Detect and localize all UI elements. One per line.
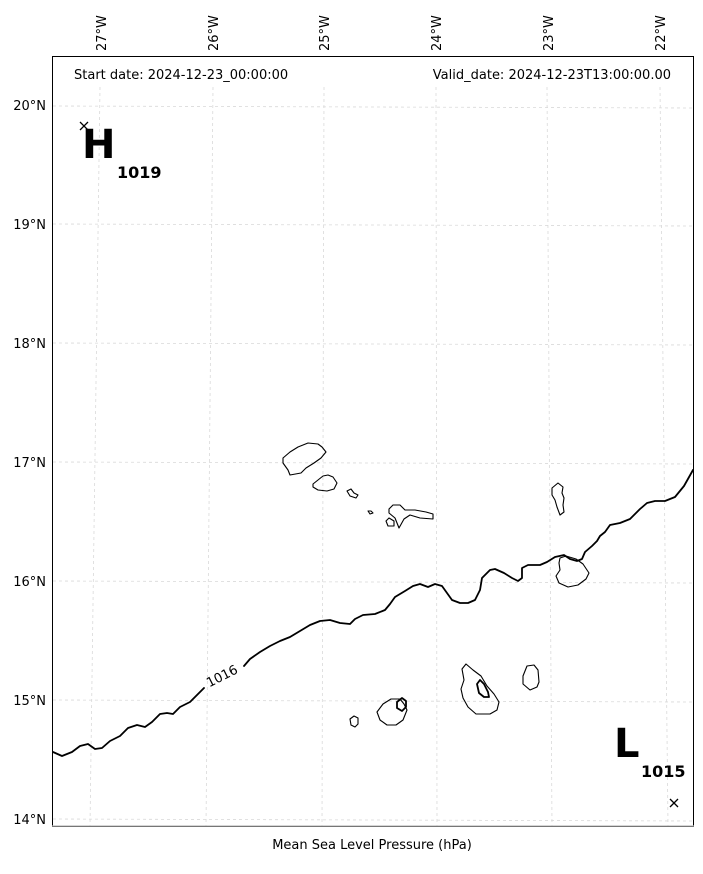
meridian-27w xyxy=(89,86,101,827)
parallel-15n xyxy=(52,699,694,703)
lon-label-26w: 26°W xyxy=(207,15,222,51)
island-fogo xyxy=(376,698,408,726)
high-value: 1019 xyxy=(117,163,162,182)
lon-label-22w: 22°W xyxy=(654,15,669,51)
island-santa-luzia xyxy=(346,488,359,499)
isobar-1016-loop xyxy=(476,679,490,698)
meridian-23w xyxy=(546,86,553,827)
high-center-marker xyxy=(79,121,89,131)
island-santo-antao xyxy=(282,442,327,476)
low-value: 1015 xyxy=(641,762,686,781)
start-date-text: Start date: 2024-12-23_00:00:00 xyxy=(74,68,288,83)
lon-label-24w: 24°W xyxy=(430,15,445,51)
parallel-17n xyxy=(52,461,694,465)
island-sao-nicolau xyxy=(388,504,434,529)
island-islet-raso xyxy=(367,510,374,515)
lon-label-23w: 23°W xyxy=(542,15,557,51)
island-maio xyxy=(522,664,540,691)
lat-labels: 20°N 19°N 18°N 17°N 16°N 15°N 14°N xyxy=(13,99,46,828)
islands xyxy=(282,442,590,728)
isobar-1016-loop-small xyxy=(396,697,407,712)
isobar-label-1016: 1016 xyxy=(204,663,240,691)
parallel-20n xyxy=(52,105,694,109)
parallel-14n xyxy=(52,818,694,822)
lat-label-18n: 18°N xyxy=(13,337,46,352)
high-letter: H xyxy=(82,122,115,168)
meridian-26w xyxy=(205,86,214,827)
lat-label-16n: 16°N xyxy=(13,575,46,590)
parallel-18n xyxy=(52,342,694,346)
high-pressure-center: H 1019 xyxy=(79,121,162,182)
island-islet-branco xyxy=(385,517,395,527)
lon-labels: 27°W 26°W 25°W 24°W 23°W 22°W xyxy=(95,15,669,51)
lat-label-19n: 19°N xyxy=(13,218,46,233)
lat-label-15n: 15°N xyxy=(13,694,46,709)
gridlines xyxy=(52,86,694,827)
lon-label-27w: 27°W xyxy=(95,15,110,51)
island-boa-vista xyxy=(555,555,590,588)
parallel-19n xyxy=(52,223,694,227)
meridian-22w xyxy=(659,86,669,827)
low-center-marker xyxy=(669,798,679,808)
island-brava xyxy=(349,715,359,728)
meridian-24w xyxy=(435,86,438,827)
lat-label-20n: 20°N xyxy=(13,99,46,114)
isobar-1016-line xyxy=(52,469,694,757)
isobar-1016 xyxy=(52,469,694,757)
lat-label-14n: 14°N xyxy=(13,813,46,828)
low-pressure-center: L 1015 xyxy=(614,721,686,808)
xlabel-text: Mean Sea Level Pressure (hPa) xyxy=(272,838,472,853)
low-letter: L xyxy=(614,721,640,767)
lon-label-25w: 25°W xyxy=(318,15,333,51)
island-sao-vicente xyxy=(312,474,338,492)
island-santiago xyxy=(460,663,500,715)
parallel-16n xyxy=(52,580,694,584)
island-sal xyxy=(551,482,565,516)
valid-date-text: Valid_date: 2024-12-23T13:00:00.00 xyxy=(433,68,671,83)
lat-label-17n: 17°N xyxy=(13,456,46,471)
